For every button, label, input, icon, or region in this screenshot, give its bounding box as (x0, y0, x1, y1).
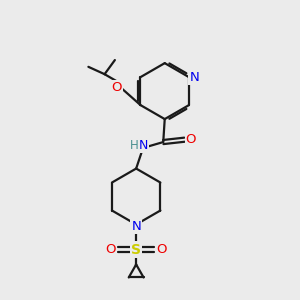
Text: O: O (112, 81, 122, 94)
Text: O: O (186, 133, 196, 146)
Text: N: N (139, 140, 148, 152)
Text: S: S (131, 242, 141, 256)
Text: N: N (131, 220, 141, 233)
Text: H: H (130, 140, 139, 152)
Text: O: O (157, 243, 167, 256)
Text: O: O (105, 243, 116, 256)
Text: N: N (189, 70, 199, 84)
